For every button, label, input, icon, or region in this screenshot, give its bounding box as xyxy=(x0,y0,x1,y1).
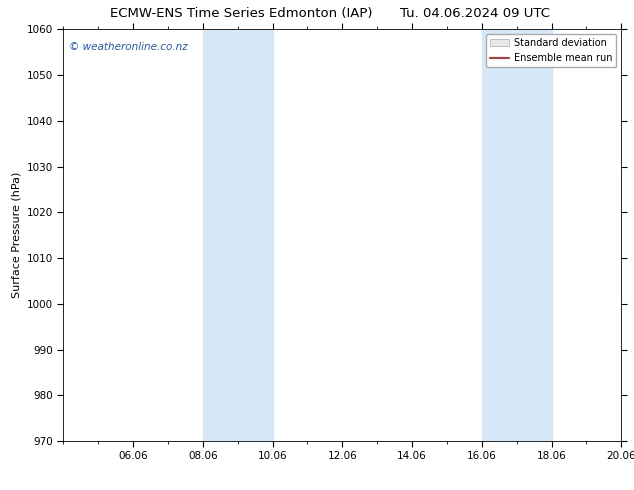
Text: ECMW-ENS Time Series Edmonton (IAP): ECMW-ENS Time Series Edmonton (IAP) xyxy=(110,7,372,21)
Text: Tu. 04.06.2024 09 UTC: Tu. 04.06.2024 09 UTC xyxy=(401,7,550,21)
Bar xyxy=(203,29,273,441)
Legend: Standard deviation, Ensemble mean run: Standard deviation, Ensemble mean run xyxy=(486,34,616,67)
Text: © weatheronline.co.nz: © weatheronline.co.nz xyxy=(69,42,188,52)
Y-axis label: Surface Pressure (hPa): Surface Pressure (hPa) xyxy=(11,172,21,298)
Bar xyxy=(482,29,552,441)
